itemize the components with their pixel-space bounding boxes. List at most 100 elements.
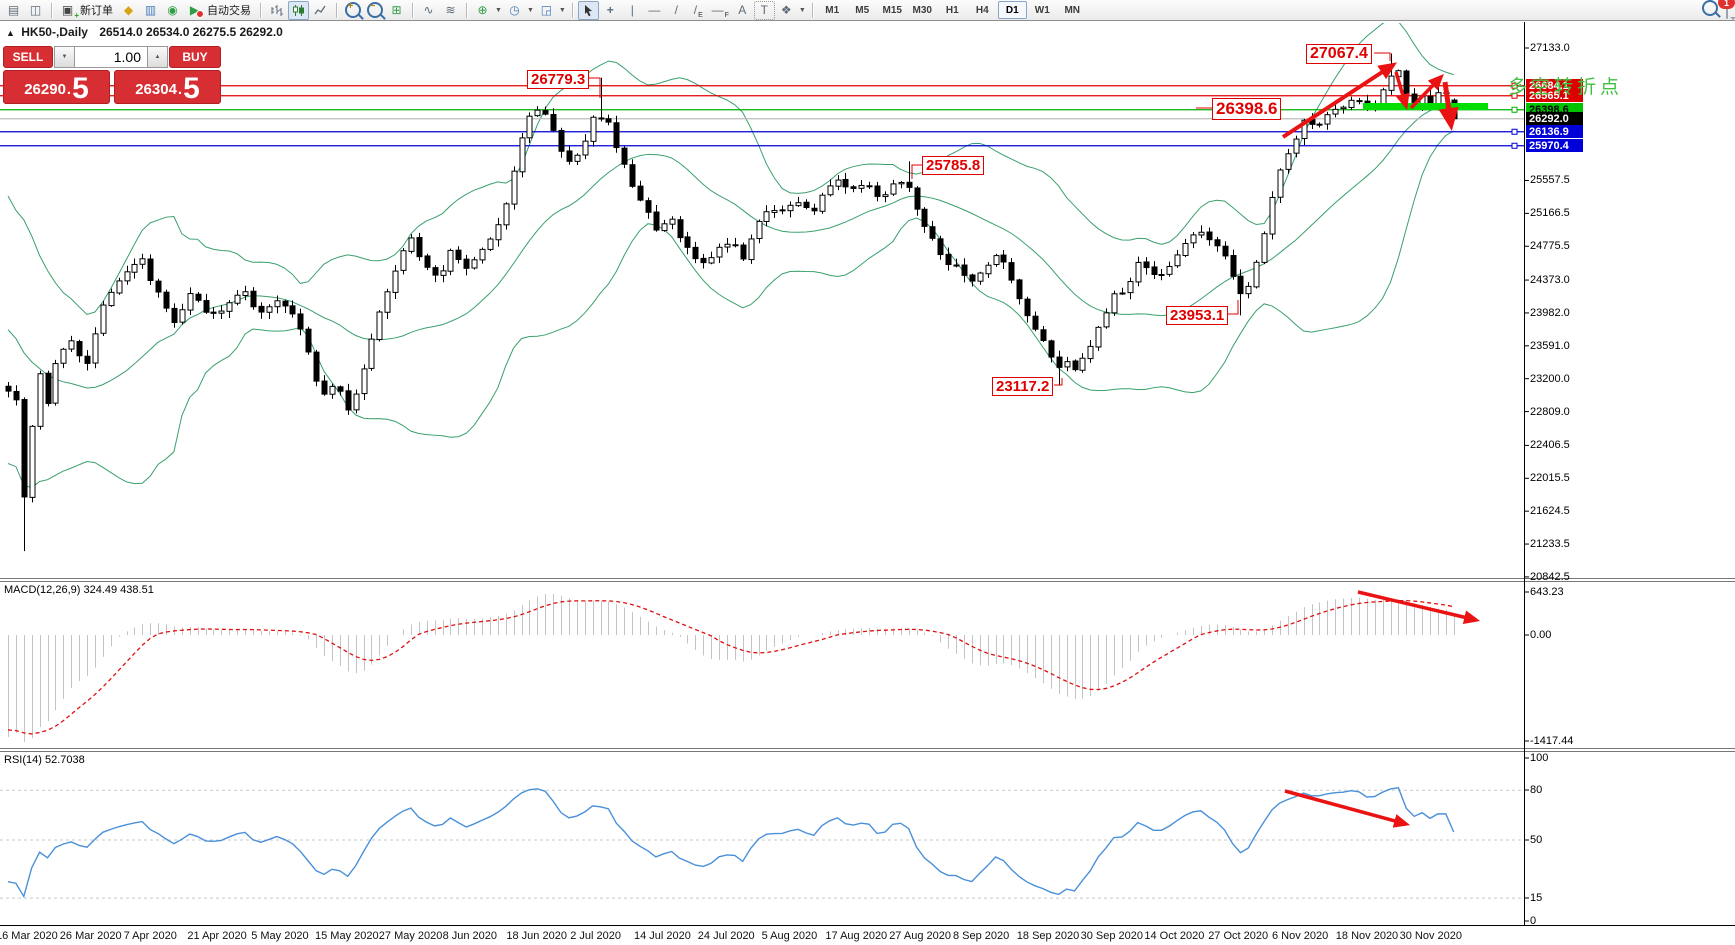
crosshair-icon[interactable]: +	[606, 3, 614, 17]
line-chart-icon[interactable]	[310, 1, 331, 20]
chat-icon[interactable]: 1	[1718, 0, 1735, 19]
date-tick: 2 Jul 2020	[570, 930, 621, 942]
date-tick: 27 Oct 2020	[1208, 930, 1269, 942]
macd-tick: 643.23	[1530, 586, 1564, 598]
price-level-chip: 26136.9	[1526, 125, 1583, 139]
timeframe-h4[interactable]: H4	[975, 4, 989, 16]
date-tick: 30 Sep 2020	[1080, 930, 1143, 942]
volume-input[interactable]	[75, 46, 147, 68]
date-tick: 15 May 2020	[315, 930, 379, 942]
text-label-icon[interactable]: T	[753, 0, 775, 20]
search-icon[interactable]	[1702, 0, 1718, 21]
auto-trading-icon[interactable]: ▶	[184, 1, 205, 20]
channel-glyph: /	[693, 3, 698, 17]
macd-label: MACD(12,26,9) 324.49 438.51	[4, 584, 154, 596]
add-indicator-icon[interactable]: ⊕	[477, 3, 488, 17]
trendline-icon[interactable]: /	[674, 3, 678, 17]
date-tick: 27 Aug 2020	[889, 930, 951, 942]
fib-glyph: —	[711, 3, 724, 17]
chevron-down-icon[interactable]: ▼	[558, 6, 566, 14]
price-tick: 24775.5	[1530, 240, 1570, 253]
bull-bear-turning-point-note: 多空转折点	[1508, 77, 1624, 98]
timeframe-w1[interactable]: W1	[1034, 4, 1050, 16]
timeframe-h1[interactable]: H1	[945, 4, 959, 16]
timeframe-group: M1 M5 M15 M30 H1 H4 D1 W1 MN	[818, 1, 1087, 19]
separator	[412, 2, 413, 18]
date-tick: 8 Jun 2020	[442, 930, 498, 942]
volume-decrease-button[interactable]: ▼	[54, 46, 75, 68]
date-tick: 18 Sep 2020	[1016, 930, 1080, 942]
price-tick: 22015.5	[1530, 472, 1570, 485]
sell-price-frac: 5	[72, 71, 89, 105]
date-tick: 5 May 2020	[251, 930, 309, 942]
chevron-down-icon[interactable]: ▼	[495, 6, 502, 14]
price-tick: 23591.0	[1530, 339, 1570, 352]
macd-tick: 0.00	[1530, 629, 1552, 641]
new-order-label[interactable]: 新订单	[80, 5, 113, 17]
channel-icon[interactable]: / E	[688, 1, 709, 20]
indicator-subwindow-icon[interactable]: ≋	[445, 3, 456, 17]
volume-stepper: ▼ ▲	[54, 46, 168, 68]
price-callout-label: 26398.6	[1212, 98, 1282, 120]
chevron-down-icon[interactable]: ▼	[526, 6, 534, 14]
bar-chart-icon[interactable]	[266, 1, 287, 20]
timeframe-mn[interactable]: MN	[1064, 4, 1081, 16]
chevron-down-icon[interactable]: ▼	[798, 6, 806, 14]
date-tick: 18 Nov 2020	[1335, 930, 1399, 942]
buy-price-tile[interactable]: 26304. 5	[114, 70, 221, 104]
price-tick: 23200.0	[1530, 372, 1570, 385]
sell-button[interactable]: SELL	[3, 46, 53, 68]
cursor-icon[interactable]	[577, 0, 599, 20]
periods-icon[interactable]: ◷	[509, 3, 520, 17]
metaeditor-icon[interactable]: ◆	[123, 3, 134, 17]
terminal-icon[interactable]: ▥	[144, 3, 157, 17]
date-tick: 16 Mar 2020	[0, 930, 58, 942]
trade-panel: SELL ▼ ▲ BUY 26290.5 26304.5	[3, 46, 221, 104]
date-tick: 24 Jul 2020	[697, 930, 755, 942]
templates-icon[interactable]: ◲	[540, 3, 553, 17]
chart-header: ▲ HK50-,Daily 26514.0 26534.0 26275.5 26…	[6, 25, 283, 39]
shapes-icon[interactable]: ❖	[780, 3, 792, 17]
sell-price-tile[interactable]: 26290. 5	[3, 70, 110, 104]
date-tick: 14 Oct 2020	[1144, 930, 1205, 942]
price-level-chip: 26565.1	[1526, 89, 1583, 103]
play-glyph: ▶	[189, 3, 200, 17]
collapse-icon[interactable]: ▲	[6, 28, 15, 38]
signal-icon[interactable]: ◉	[167, 3, 178, 17]
timeframe-m30[interactable]: M30	[912, 4, 932, 16]
volume-increase-button[interactable]: ▲	[147, 46, 168, 68]
zoom-in-icon[interactable]: +	[342, 1, 363, 20]
price-tick: 27133.0	[1530, 42, 1570, 54]
separator	[811, 2, 813, 18]
history-center-icon[interactable]: ◫	[29, 3, 42, 17]
fib-letter: F	[724, 11, 729, 19]
price-callout-label: 23117.2	[992, 377, 1054, 397]
fibonacci-icon[interactable]: — F	[710, 1, 731, 20]
auto-trading-label[interactable]: 自动交易	[207, 5, 251, 17]
horizontal-line-icon[interactable]: —	[648, 3, 661, 17]
new-order-icon[interactable]: ▣ +	[57, 1, 79, 20]
indicator-main-icon[interactable]: ∿	[423, 3, 434, 17]
separator	[260, 2, 261, 18]
buy-button[interactable]: BUY	[169, 46, 221, 68]
tile-windows-icon[interactable]: ⊞	[391, 3, 402, 17]
timeframe-d1[interactable]: D1	[997, 1, 1027, 19]
zoom-out-icon[interactable]: −	[364, 1, 385, 20]
text-icon[interactable]: A	[738, 3, 747, 17]
date-tick: 14 Jul 2020	[634, 930, 691, 942]
timeframe-m15[interactable]: M15	[882, 4, 902, 16]
date-tick: 27 May 2020	[378, 930, 443, 942]
new-order-glyph: ▣	[61, 3, 74, 17]
price-callout-label: 27067.4	[1306, 44, 1372, 65]
date-tick: 6 Nov 2020	[1272, 930, 1329, 942]
timeframe-m5[interactable]: M5	[855, 4, 870, 16]
price-level-chip: 25970.4	[1526, 139, 1583, 153]
price-tick: 25557.5	[1530, 174, 1570, 187]
vertical-line-icon[interactable]: |	[630, 3, 634, 17]
timeframe-m1[interactable]: M1	[825, 4, 840, 16]
price-callout-label: 25785.8	[922, 156, 985, 176]
market-watch-icon[interactable]: ▤	[7, 3, 20, 17]
date-tick: 5 Aug 2020	[761, 930, 818, 942]
candlestick-chart-icon[interactable]	[288, 0, 309, 20]
